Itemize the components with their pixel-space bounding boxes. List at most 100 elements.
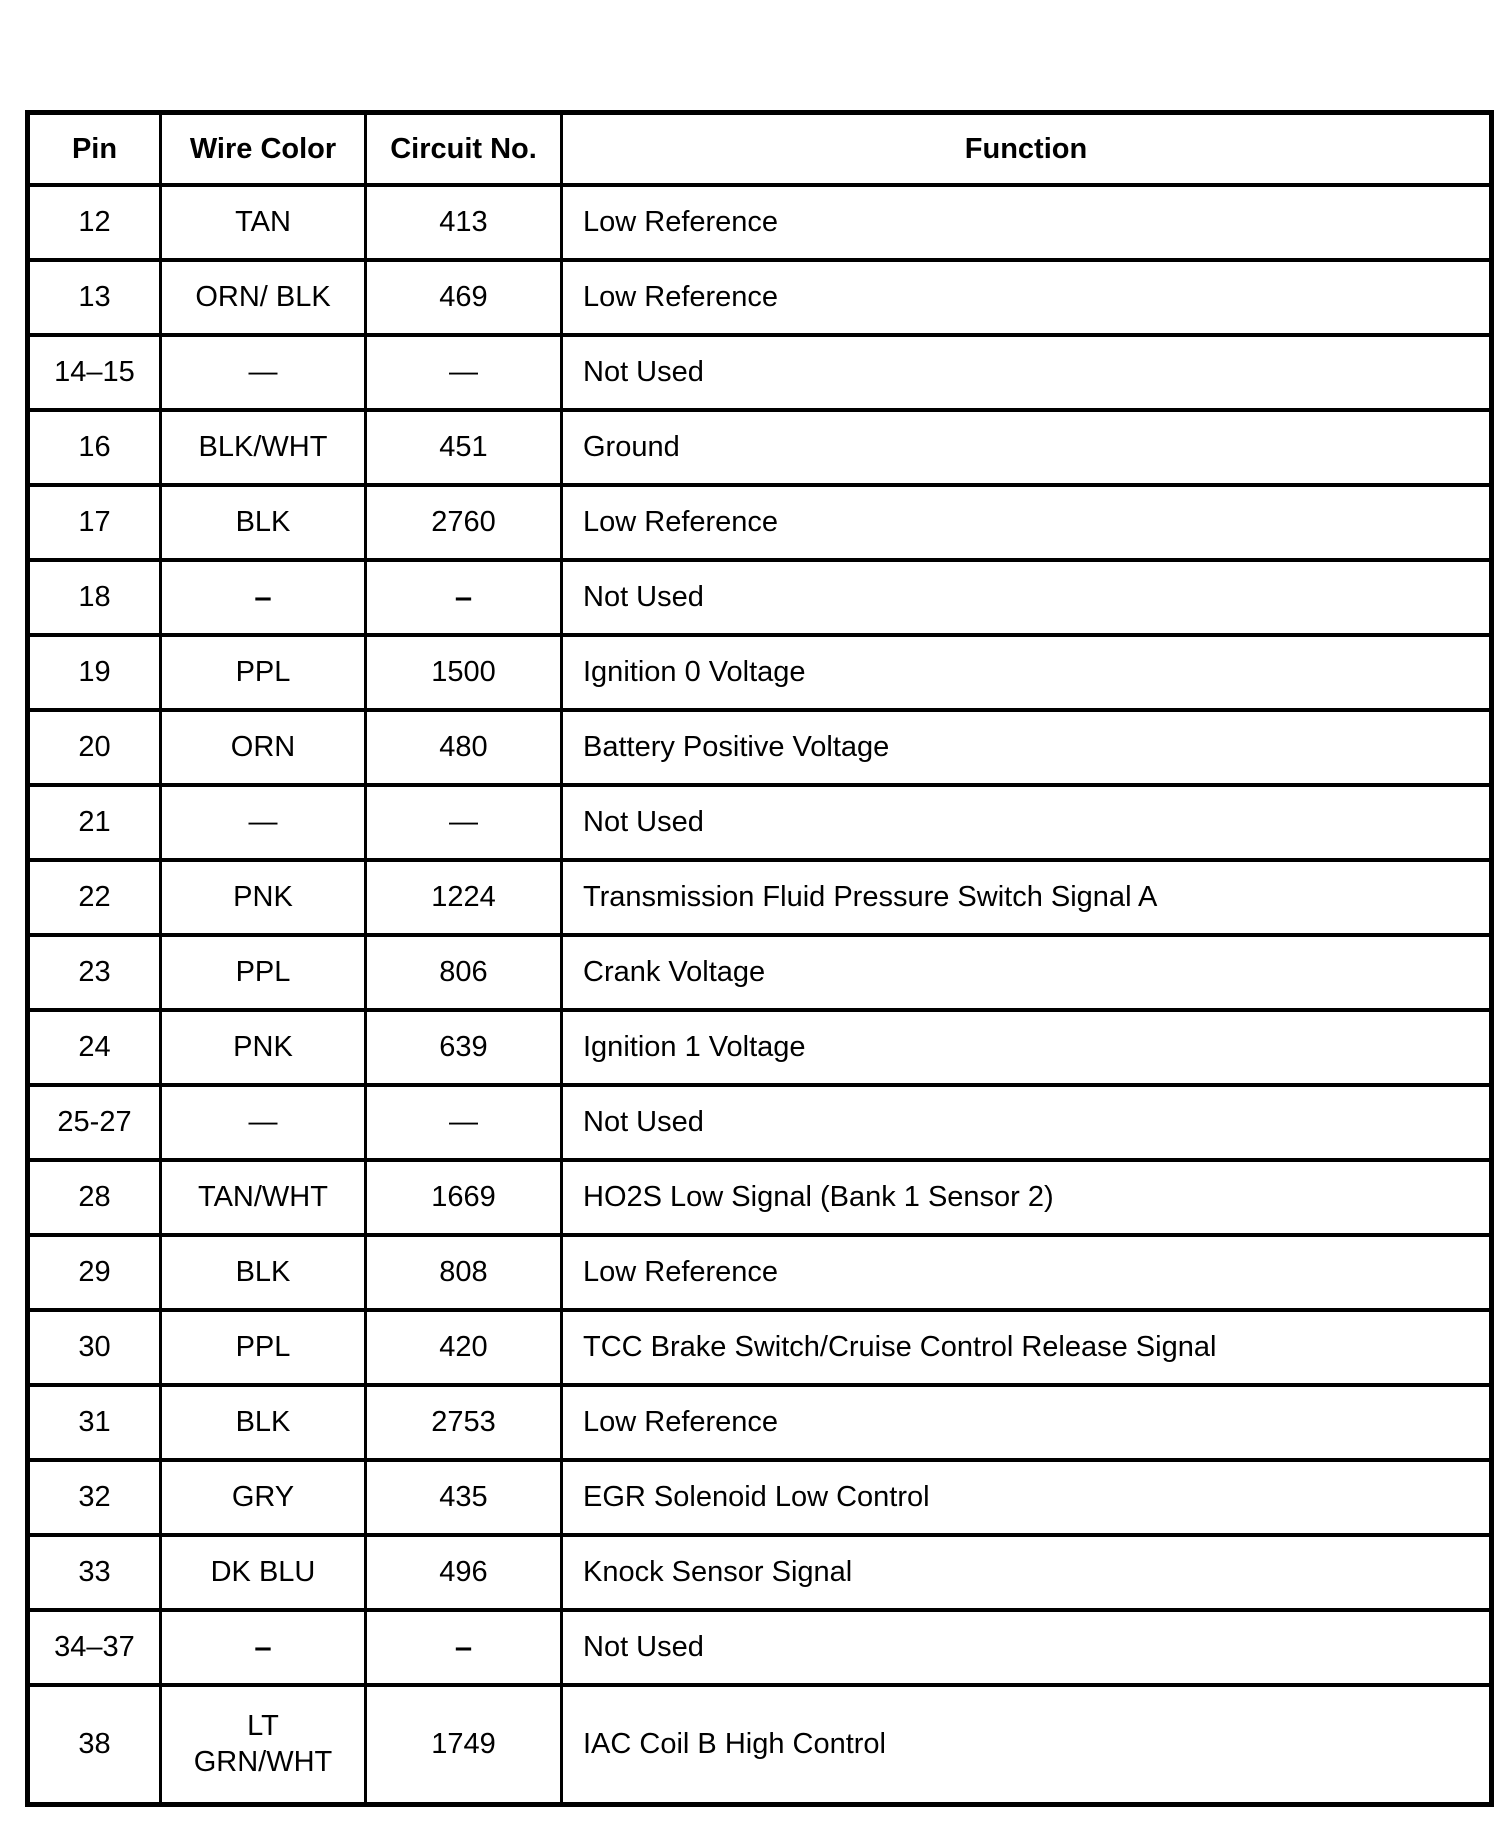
circuit-no-cell: 808 — [364, 1232, 563, 1312]
table-row: 33 DK BLU 496 Knock Sensor Signal — [26, 1532, 1493, 1612]
header-row: Pin Wire Color Circuit No. Function — [26, 110, 1493, 187]
pin-cell: 17 — [26, 482, 162, 562]
circuit-no-cell: 1224 — [364, 857, 563, 937]
circuit-no-column-header: Circuit No. — [364, 110, 563, 187]
table-row: 20 ORN 480 Battery Positive Voltage — [26, 707, 1493, 787]
circuit-no-cell: 1669 — [364, 1157, 563, 1237]
wire-color-cell: — — [159, 332, 367, 412]
circuit-no-cell: — — [364, 1082, 563, 1162]
function-cell: Low Reference — [560, 1232, 1493, 1312]
wire-color-cell: PNK — [159, 857, 367, 937]
function-cell: Ignition 1 Voltage — [560, 1007, 1493, 1087]
wire-color-cell: TAN/WHT — [159, 1157, 367, 1237]
table-row: 16 BLK/WHT 451 Ground — [26, 407, 1493, 487]
wire-color-column-header: Wire Color — [159, 110, 367, 187]
table-row: 28 TAN/WHT 1669 HO2S Low Signal (Bank 1 … — [26, 1157, 1493, 1237]
pin-cell: 30 — [26, 1307, 162, 1387]
function-cell: Not Used — [560, 782, 1493, 862]
pin-cell: 38 — [26, 1682, 162, 1807]
function-cell: Crank Voltage — [560, 932, 1493, 1012]
wire-color-cell: PPL — [159, 1307, 367, 1387]
pin-cell: 19 — [26, 632, 162, 712]
wire-color-cell: TAN — [159, 182, 367, 262]
table-row: 23 PPL 806 Crank Voltage — [26, 932, 1493, 1012]
pin-cell: 32 — [26, 1457, 162, 1537]
function-column-header: Function — [560, 110, 1493, 187]
function-cell: Transmission Fluid Pressure Switch Signa… — [560, 857, 1493, 937]
table-row: 17 BLK 2760 Low Reference — [26, 482, 1493, 562]
wire-color-cell: BLK — [159, 482, 367, 562]
pin-cell: 25-27 — [26, 1082, 162, 1162]
pin-cell: 13 — [26, 257, 162, 337]
pin-cell: 12 — [26, 182, 162, 262]
table-row: 30 PPL 420 TCC Brake Switch/Cruise Contr… — [26, 1307, 1493, 1387]
table-row: 18 – – Not Used — [26, 557, 1493, 637]
circuit-no-cell: — — [364, 782, 563, 862]
circuit-no-cell: 639 — [364, 1007, 563, 1087]
pin-cell: 20 — [26, 707, 162, 787]
pin-cell: 34–37 — [26, 1607, 162, 1687]
wire-color-cell: PNK — [159, 1007, 367, 1087]
function-cell: Ground — [560, 407, 1493, 487]
function-cell: Not Used — [560, 1607, 1493, 1687]
wire-color-cell: LT GRN/WHT — [159, 1682, 367, 1807]
wire-color-cell: GRY — [159, 1457, 367, 1537]
circuit-no-cell: 1749 — [364, 1682, 563, 1807]
pin-cell: 22 — [26, 857, 162, 937]
pinout-table: Pin Wire Color Circuit No. Function 12 T… — [25, 110, 1494, 1807]
wire-color-cell: BLK — [159, 1382, 367, 1462]
circuit-no-cell: 413 — [364, 182, 563, 262]
wire-color-cell: BLK/WHT — [159, 407, 367, 487]
circuit-no-cell: 420 — [364, 1307, 563, 1387]
table-row: 21 — — Not Used — [26, 782, 1493, 862]
function-cell: Ignition 0 Voltage — [560, 632, 1493, 712]
table-row: 24 PNK 639 Ignition 1 Voltage — [26, 1007, 1493, 1087]
function-cell: Low Reference — [560, 1382, 1493, 1462]
circuit-no-cell: 806 — [364, 932, 563, 1012]
function-cell: Low Reference — [560, 182, 1493, 262]
table-row: 29 BLK 808 Low Reference — [26, 1232, 1493, 1312]
circuit-no-cell: 480 — [364, 707, 563, 787]
table-row: 31 BLK 2753 Low Reference — [26, 1382, 1493, 1462]
pin-cell: 28 — [26, 1157, 162, 1237]
pin-cell: 14–15 — [26, 332, 162, 412]
pin-cell: 18 — [26, 557, 162, 637]
wire-color-cell: ORN/ BLK — [159, 257, 367, 337]
table-row: 38 LT GRN/WHT 1749 IAC Coil B High Contr… — [26, 1682, 1493, 1807]
function-cell: Low Reference — [560, 257, 1493, 337]
table-row: 22 PNK 1224 Transmission Fluid Pressure … — [26, 857, 1493, 937]
function-cell: Low Reference — [560, 482, 1493, 562]
circuit-no-cell: 2760 — [364, 482, 563, 562]
function-cell: TCC Brake Switch/Cruise Control Release … — [560, 1307, 1493, 1387]
wire-color-cell: — — [159, 782, 367, 862]
circuit-no-cell: 451 — [364, 407, 563, 487]
function-cell: Knock Sensor Signal — [560, 1532, 1493, 1612]
function-cell: Not Used — [560, 332, 1493, 412]
pin-cell: 31 — [26, 1382, 162, 1462]
wire-color-cell: DK BLU — [159, 1532, 367, 1612]
circuit-no-cell: — — [364, 332, 563, 412]
circuit-no-cell: 469 — [364, 257, 563, 337]
table-row: 19 PPL 1500 Ignition 0 Voltage — [26, 632, 1493, 712]
wire-color-cell: — — [159, 1082, 367, 1162]
pin-cell: 33 — [26, 1532, 162, 1612]
function-cell: Not Used — [560, 557, 1493, 637]
wire-color-cell: – — [159, 1607, 367, 1687]
table-row: 34–37 – – Not Used — [26, 1607, 1493, 1687]
table-row: 14–15 — — Not Used — [26, 332, 1493, 412]
pin-cell: 16 — [26, 407, 162, 487]
table-row: 25-27 — — Not Used — [26, 1082, 1493, 1162]
function-cell: Battery Positive Voltage — [560, 707, 1493, 787]
pin-cell: 24 — [26, 1007, 162, 1087]
wire-color-cell: ORN — [159, 707, 367, 787]
pin-cell: 21 — [26, 782, 162, 862]
wire-color-cell: PPL — [159, 932, 367, 1012]
pin-cell: 29 — [26, 1232, 162, 1312]
wire-color-cell: – — [159, 557, 367, 637]
circuit-no-cell: – — [364, 557, 563, 637]
function-cell: EGR Solenoid Low Control — [560, 1457, 1493, 1537]
circuit-no-cell: 496 — [364, 1532, 563, 1612]
wire-color-cell: PPL — [159, 632, 367, 712]
circuit-no-cell: 435 — [364, 1457, 563, 1537]
